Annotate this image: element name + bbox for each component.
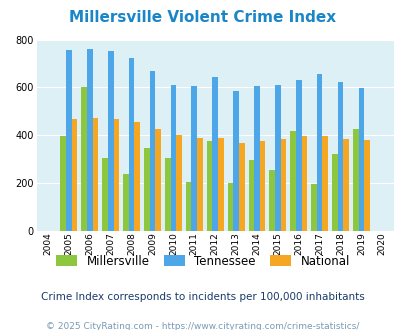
Bar <box>144 148 149 231</box>
Bar <box>164 158 170 231</box>
Bar <box>123 174 128 231</box>
Bar <box>113 119 119 231</box>
Bar <box>358 88 363 231</box>
Bar <box>217 138 223 231</box>
Bar <box>290 131 295 231</box>
Bar <box>155 129 160 231</box>
Bar <box>212 77 217 231</box>
Bar <box>295 80 301 231</box>
Bar <box>337 82 343 231</box>
Bar <box>310 184 316 231</box>
Bar <box>280 139 286 231</box>
Text: Crime Index corresponds to incidents per 100,000 inhabitants: Crime Index corresponds to incidents per… <box>41 292 364 302</box>
Bar <box>102 158 108 231</box>
Bar <box>343 139 348 231</box>
Bar <box>363 140 369 231</box>
Bar <box>269 170 274 231</box>
Bar <box>108 51 113 231</box>
Bar <box>238 143 244 231</box>
Text: Millersville Violent Crime Index: Millersville Violent Crime Index <box>69 10 336 25</box>
Bar <box>352 129 358 231</box>
Bar <box>72 119 77 231</box>
Bar <box>134 122 140 231</box>
Bar <box>128 58 134 231</box>
Bar <box>191 85 196 231</box>
Bar <box>274 84 280 231</box>
Bar <box>81 87 87 231</box>
Bar <box>149 71 155 231</box>
Bar <box>185 182 191 231</box>
Legend: Millersville, Tennessee, National: Millersville, Tennessee, National <box>51 250 354 273</box>
Bar <box>87 49 92 231</box>
Bar <box>92 117 98 231</box>
Bar <box>170 84 176 231</box>
Bar <box>301 136 307 231</box>
Bar <box>259 141 265 231</box>
Bar <box>254 86 259 231</box>
Bar <box>331 154 337 231</box>
Bar <box>227 183 233 231</box>
Bar <box>248 160 254 231</box>
Bar <box>316 74 322 231</box>
Bar <box>322 136 327 231</box>
Bar <box>206 141 212 231</box>
Bar <box>176 135 181 231</box>
Text: © 2025 CityRating.com - https://www.cityrating.com/crime-statistics/: © 2025 CityRating.com - https://www.city… <box>46 322 359 330</box>
Bar <box>196 138 202 231</box>
Bar <box>60 137 66 231</box>
Bar <box>233 90 238 231</box>
Bar <box>66 50 72 231</box>
